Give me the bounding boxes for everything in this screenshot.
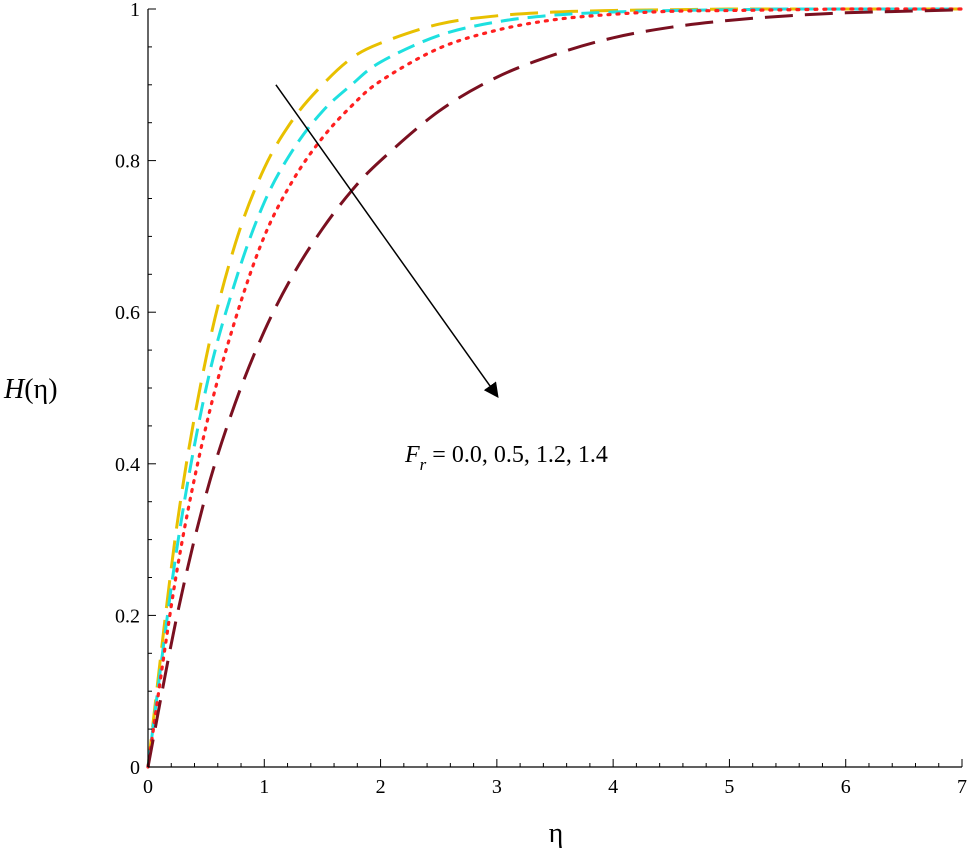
y-tick-label: 0.4 (115, 454, 140, 476)
annotation-arrow (275, 84, 499, 399)
x-tick-label: 4 (608, 776, 618, 798)
y-tick-label: 0 (130, 757, 140, 779)
x-tick-label: 3 (492, 776, 502, 798)
y-axis-title: H(η) (3, 374, 58, 405)
y-tick-label: 0.8 (115, 151, 140, 173)
x-axis-title: η (549, 818, 564, 849)
y-tick-label: 1 (130, 0, 140, 21)
y-tick-label: 0.2 (115, 605, 140, 627)
series-line-3 (146, 8, 963, 768)
y-axis-title-var: H (3, 374, 26, 405)
annotation-var: F (404, 442, 420, 468)
x-tick-label: 7 (957, 776, 967, 798)
x-tick-label: 0 (143, 776, 153, 798)
series-line-0 (146, 7, 962, 768)
series-layer (146, 7, 964, 769)
annotation-values: = 0.0, 0.5, 1.2, 1.4 (426, 442, 608, 468)
annotation-layer (275, 84, 499, 399)
series-line-1 (146, 7, 962, 768)
y-axis-title-arg: (η) (24, 374, 57, 405)
annotation-sub: r (420, 455, 427, 474)
x-tick-label: 2 (376, 776, 386, 798)
parameter-annotation: Fr = 0.0, 0.5, 1.2, 1.4 (404, 442, 608, 474)
series-line-2 (146, 7, 964, 769)
x-tick-label: 1 (259, 776, 269, 798)
axes-layer: 0 1 2 3 4 5 6 7 0 0.2 0.4 0.6 0.8 1 (115, 0, 967, 798)
x-tick-label: 6 (841, 776, 851, 798)
y-tick-label: 0.6 (115, 302, 140, 324)
x-tick-label: 5 (724, 776, 734, 798)
